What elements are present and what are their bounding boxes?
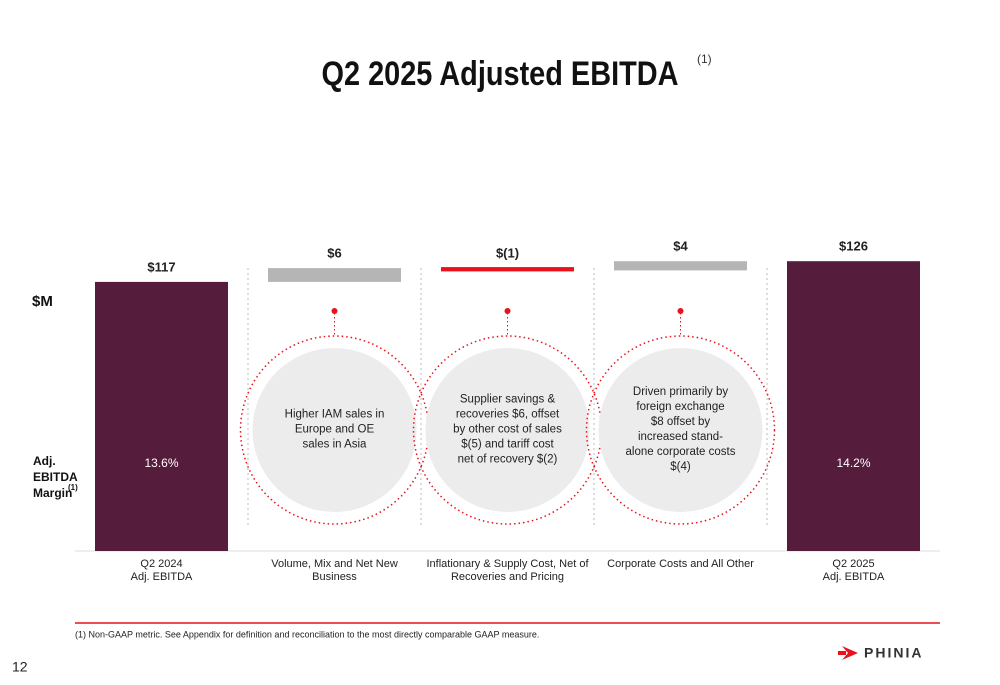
logo: PHINIA [864, 645, 923, 661]
value-label: $6 [327, 246, 341, 261]
annotation-pin [677, 308, 684, 314]
annotation: Driven primarily by foreign exchange $8 … [625, 386, 736, 473]
annotation-ring [585, 335, 776, 525]
title-note: (1) [697, 52, 712, 66]
bar [268, 268, 401, 282]
bar [787, 261, 920, 551]
x-tick-label: Q2 2024 Adj. EBITDA [130, 558, 193, 583]
margin-label: 14.2% [836, 456, 870, 470]
x-tick-label: Q2 2025 Adj. EBITDA [822, 558, 885, 583]
annotation-bubble [598, 348, 763, 512]
annotation-bubble [425, 348, 590, 512]
margin-title: Adj. EBITDA Margin [33, 454, 78, 500]
value-label: $126 [839, 239, 868, 254]
x-tick-label: Inflationary & Supply Cost, Net of Recov… [426, 558, 589, 583]
annotation: Supplier savings & recoveries $6, offset… [453, 393, 562, 466]
value-label: $(1) [496, 246, 519, 261]
bar [614, 261, 747, 271]
chart-title: Q2 2025 Adjusted EBITDA [322, 54, 679, 93]
page-number: 12 [12, 659, 28, 675]
x-tick-label: Volume, Mix and Net New Business [271, 558, 398, 583]
annotation: Higher IAM sales in Europe and OE sales … [284, 408, 385, 451]
y-axis-label: $M [32, 293, 53, 310]
margin-label: 13.6% [144, 456, 178, 470]
bar [441, 267, 574, 272]
annotation-bubble [252, 348, 417, 512]
annotation-pin [331, 308, 338, 314]
bar [95, 281, 228, 551]
logo-icon [838, 646, 858, 660]
value-label: $117 [147, 259, 175, 274]
margin-note: (1) [68, 483, 78, 492]
value-label: $4 [673, 239, 688, 254]
x-tick-label: Corporate Costs and All Other [607, 558, 754, 570]
footnote: (1) Non-GAAP metric. See Appendix for de… [75, 629, 539, 639]
annotation-pin [504, 308, 511, 314]
